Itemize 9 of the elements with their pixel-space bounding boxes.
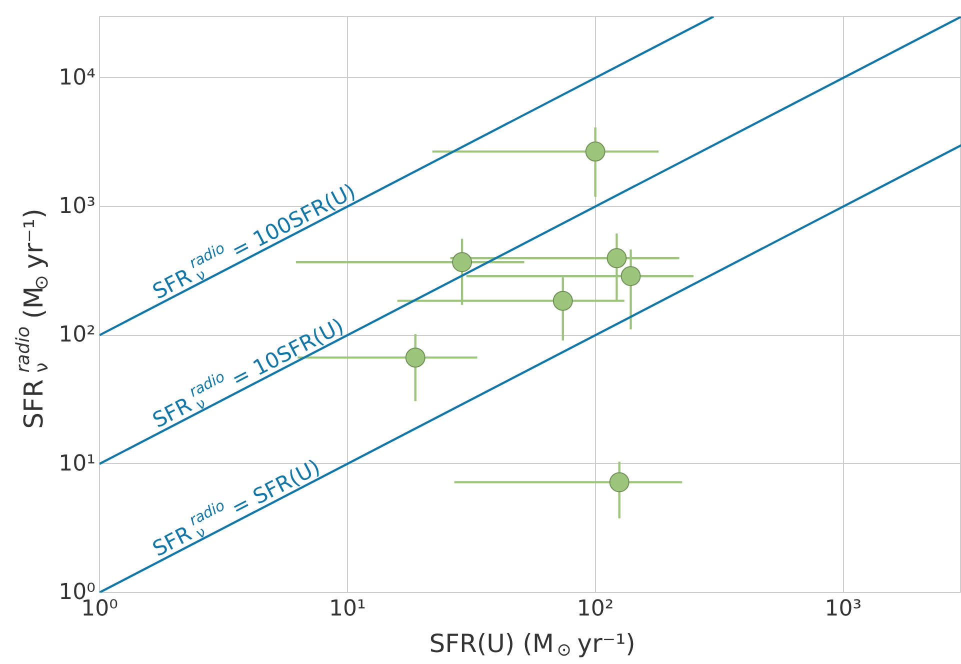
- y-tick-label: 10¹: [58, 451, 96, 476]
- y-axis-title: SFRνradio (M⊙ yr⁻¹): [13, 208, 52, 429]
- y-tick-label: 10³: [58, 194, 96, 220]
- x-axis-title: SFR(U) (M⊙ yr⁻¹): [429, 629, 636, 660]
- x-tick-label: 10³: [824, 596, 862, 622]
- x-tick-label: 10¹: [329, 596, 366, 622]
- y-tick-label: 10²: [58, 322, 96, 348]
- y-tick-label: 10⁴: [58, 65, 96, 90]
- x-tick-label: 10²: [576, 596, 614, 622]
